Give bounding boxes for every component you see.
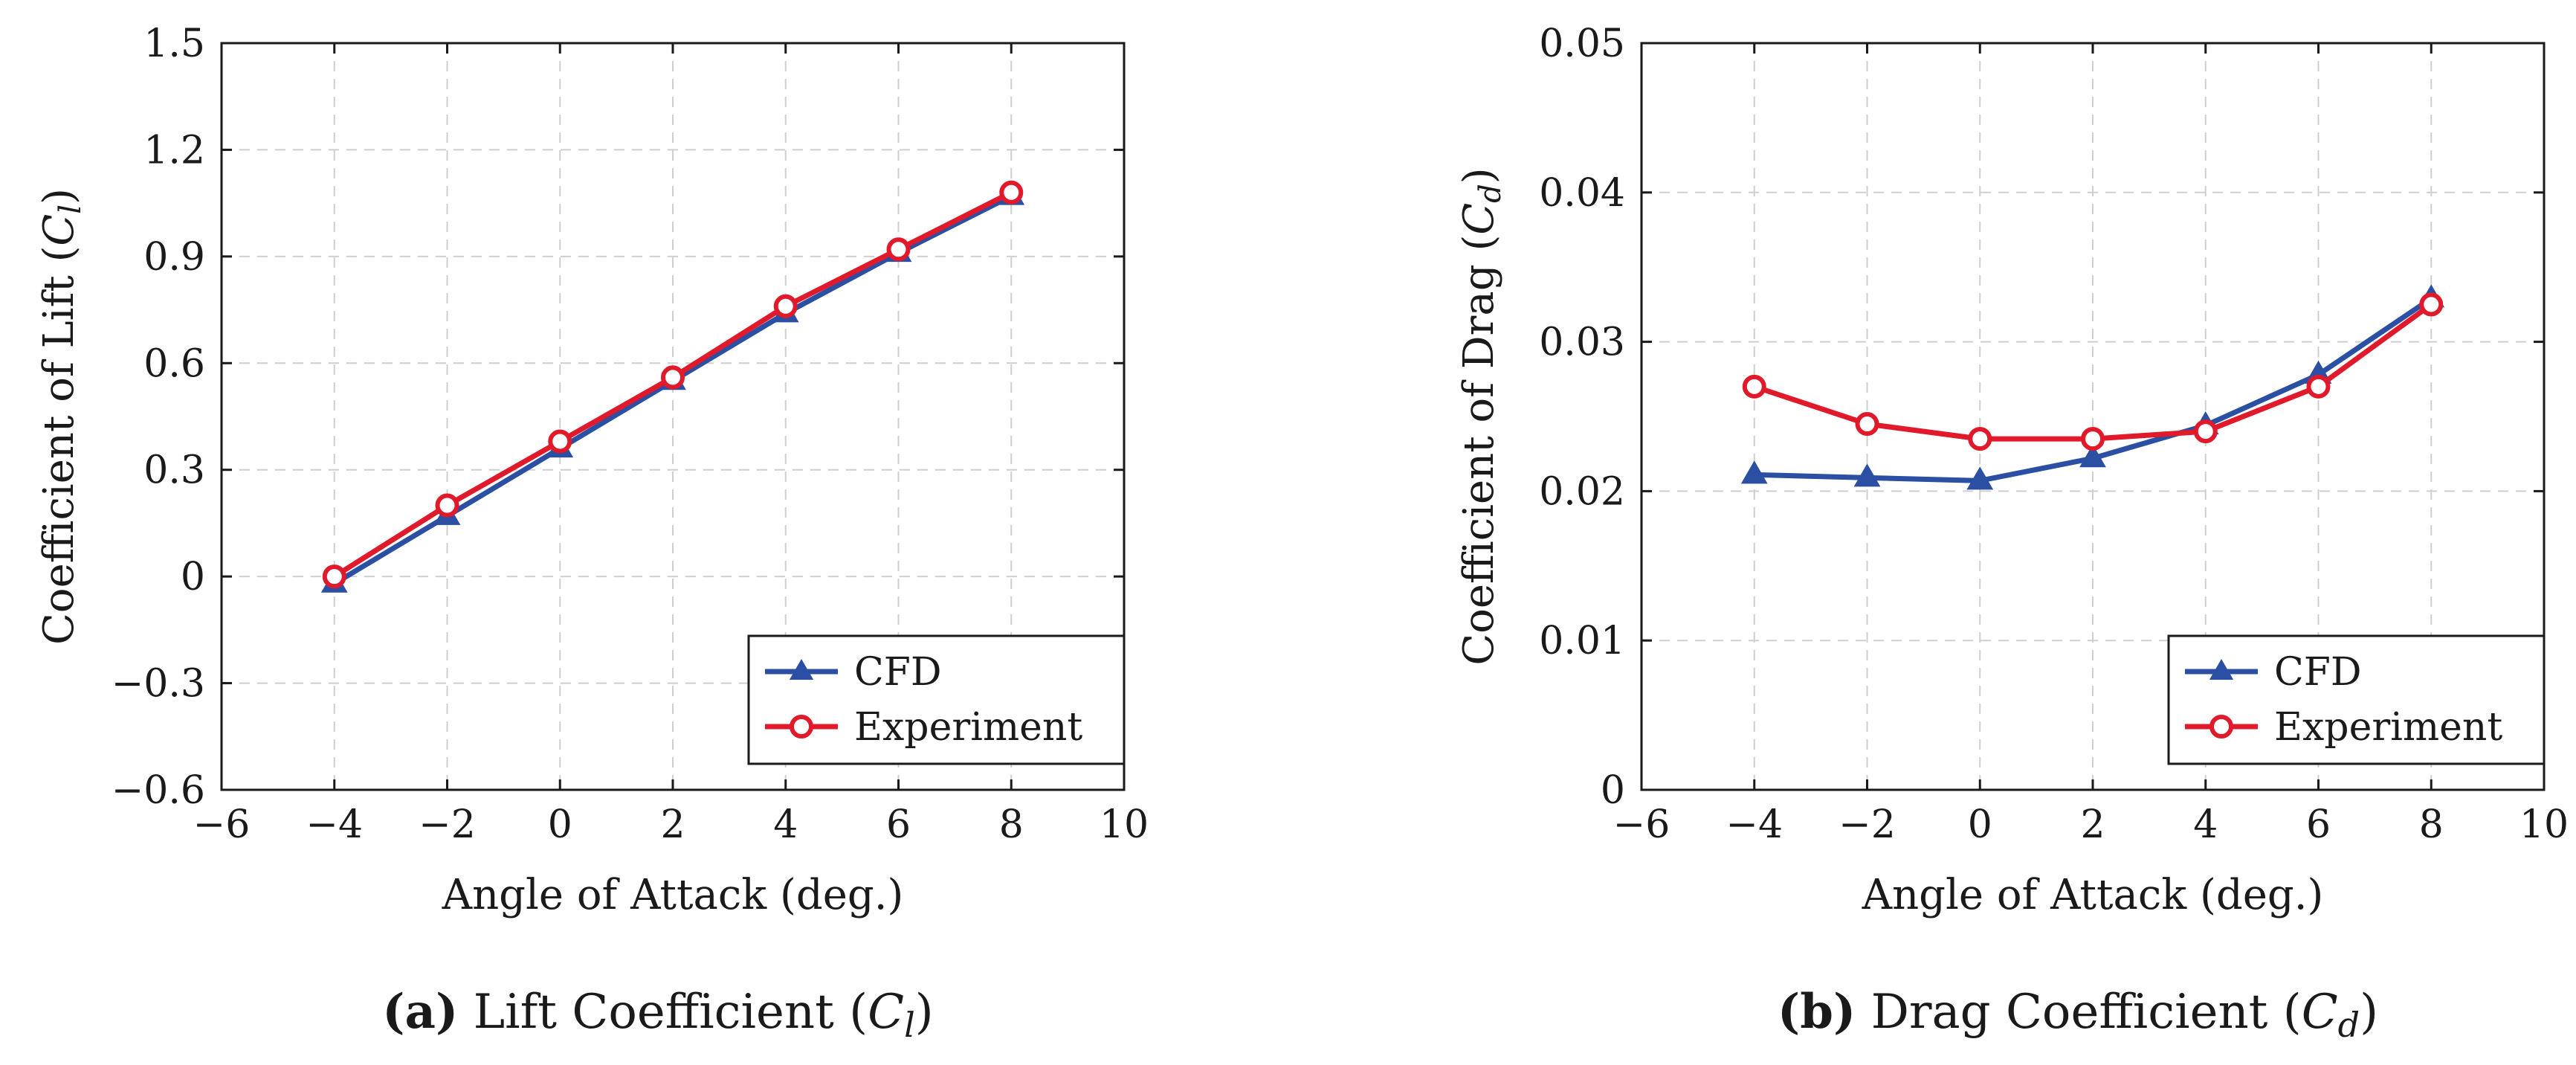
drag-legend-swatch-marker [2209,659,2234,680]
lift-series-1-point [886,237,911,262]
lift-caption: (a) Lift Coefficient (Cl) [382,984,934,1045]
drag-x-tick-label: 10 [2519,802,2569,847]
drag-series-1-point [2193,419,2218,444]
lift-ticks: −6 −4 −2 0 2 4 6 8 10 −0.6 −0.3 0 0.3 0.6 0.9 1.2 1.5 [112,22,1149,847]
drag-y-axis-label-subscript: d [1473,184,1508,203]
drag-caption-symbol: C [2302,985,2338,1040]
lift-y-tick-label: 0.6 [143,341,205,386]
drag-legend: CFD Experiment [2167,634,2546,765]
drag-y-tick-label: 0.04 [1539,171,1625,216]
drag-legend-swatch-marker [2209,715,2233,739]
lift-caption-prefix: Lift Coefficient ( [474,985,868,1040]
drag-series-1-point [1855,412,1879,437]
drag-x-tick-label: 8 [2419,802,2444,847]
lift-legend-swatch-marker [789,659,814,680]
drag-x-tick-label: 0 [1968,802,1992,847]
lift-series-1-point [773,294,798,318]
drag-caption-subscript: d [2338,1005,2360,1045]
drag-x-axis-label: Angle of Attack (deg.) [1862,871,2324,919]
lift-legend-label: CFD [854,650,942,695]
lift-legend: CFD Experiment [747,634,1126,765]
drag-caption: (b) Drag Coefficient (Cd) [1778,984,2378,1045]
lift-series-1-point [548,429,572,454]
lift-y-tick-label: 0.3 [143,448,205,493]
drag-y-axis-label-prefix: Coefficient of Drag ( [1455,235,1503,666]
drag-legend-box [2167,634,2546,765]
drag-series-0-point [2079,444,2106,468]
lift-y-axis-label-prefix: Coefficient of Lift ( [35,246,83,645]
drag-y-tick-label: 0 [1601,768,1625,813]
lift-legend-box [747,634,1126,765]
lift-series-1-point [661,365,685,390]
lift-x-tick-label: 0 [548,802,572,847]
drag-x-tick-label: −4 [1726,802,1783,847]
drag-x-tick-label: −2 [1839,802,1896,847]
lift-x-tick-label: 6 [886,802,911,847]
lift-x-tick-label: −2 [419,802,476,847]
lift-x-axis-label: Angle of Attack (deg.) [442,871,904,919]
lift-series-1-point [999,180,1024,205]
drag-caption-suffix: ) [2360,985,2378,1040]
drag-y-tick-label: 0.03 [1539,321,1625,365]
lift-y-tick-label: 1.2 [143,128,205,173]
drag-series-1-point [1968,427,1992,451]
drag-series-0-point [1740,460,1768,484]
drag-y-axis-label: Coefficient of Drag (Cd) [1455,167,1508,665]
lift-caption-suffix: ) [915,985,934,1040]
drag-x-tick-label: 6 [2306,802,2331,847]
lift-y-axis-label: Coefficient of Lift (Cl) [35,188,88,645]
lift-series-1-point [435,493,459,518]
drag-chart-panel: −6 −4 −2 0 2 4 6 8 10 0 0.01 0.02 0.03 0.04 0.05 CFD Ex… [1455,22,2569,1045]
drag-series-1-point [2419,292,2444,317]
drag-caption-prefix: Drag Coefficient ( [1871,985,2302,1040]
drag-y-axis-label-suffix: ) [1455,167,1503,184]
lift-x-tick-label: 4 [773,802,798,847]
drag-series-0-point [1853,463,1881,487]
drag-y-tick-label: 0.02 [1539,469,1625,514]
lift-y-tick-label: −0.3 [112,662,205,707]
drag-series [1740,284,2445,490]
drag-y-tick-label: 0.01 [1539,619,1625,663]
drag-y-axis-label-symbol: C [1455,203,1503,235]
drag-series-1-point [1742,374,1766,399]
lift-caption-label: (a) [382,984,458,1040]
drag-y-tick-label: 0.05 [1539,22,1625,66]
lift-y-axis-label-suffix: ) [35,188,83,205]
lift-x-tick-label: 2 [660,802,685,847]
drag-ticks: −6 −4 −2 0 2 4 6 8 10 0 0.01 0.02 0.03 0.04 0.05 [1539,22,2569,847]
lift-x-tick-label: 10 [1100,802,1149,847]
lift-caption-subscript: l [904,1005,915,1045]
lift-x-tick-label: −6 [193,802,251,847]
lift-y-axis-label-subscript: l [54,205,88,214]
lift-y-tick-label: 1.5 [143,22,205,66]
lift-caption-symbol: C [868,985,904,1040]
drag-x-tick-label: 2 [2080,802,2105,847]
drag-series-1-point [2081,427,2105,451]
drag-x-tick-label: −6 [1613,802,1670,847]
drag-x-tick-label: 4 [2193,802,2218,847]
lift-x-tick-label: −4 [306,802,363,847]
lift-series [320,180,1025,593]
lift-legend-label: Experiment [854,705,1082,750]
drag-legend-label: CFD [2274,650,2362,695]
lift-y-tick-label: −0.6 [112,768,205,813]
lift-y-tick-label: 0.9 [143,235,205,280]
lift-chart-panel: −6 −4 −2 0 2 4 6 8 10 −0.6 −0.3 0 0.3 0.6 0.9 1.2 1.5 CF… [35,22,1149,1045]
lift-y-tick-label: 0 [181,555,205,599]
drag-caption-label: (b) [1778,984,1856,1040]
drag-legend-label: Experiment [2274,705,2502,750]
lift-legend-swatch-marker [790,715,813,739]
lift-y-axis-label-symbol: C [35,214,83,246]
lift-x-tick-label: 8 [999,802,1024,847]
drag-series-1-point [2306,374,2331,399]
drag-series-0-point [1966,466,1994,490]
lift-series-1-point [322,564,346,589]
